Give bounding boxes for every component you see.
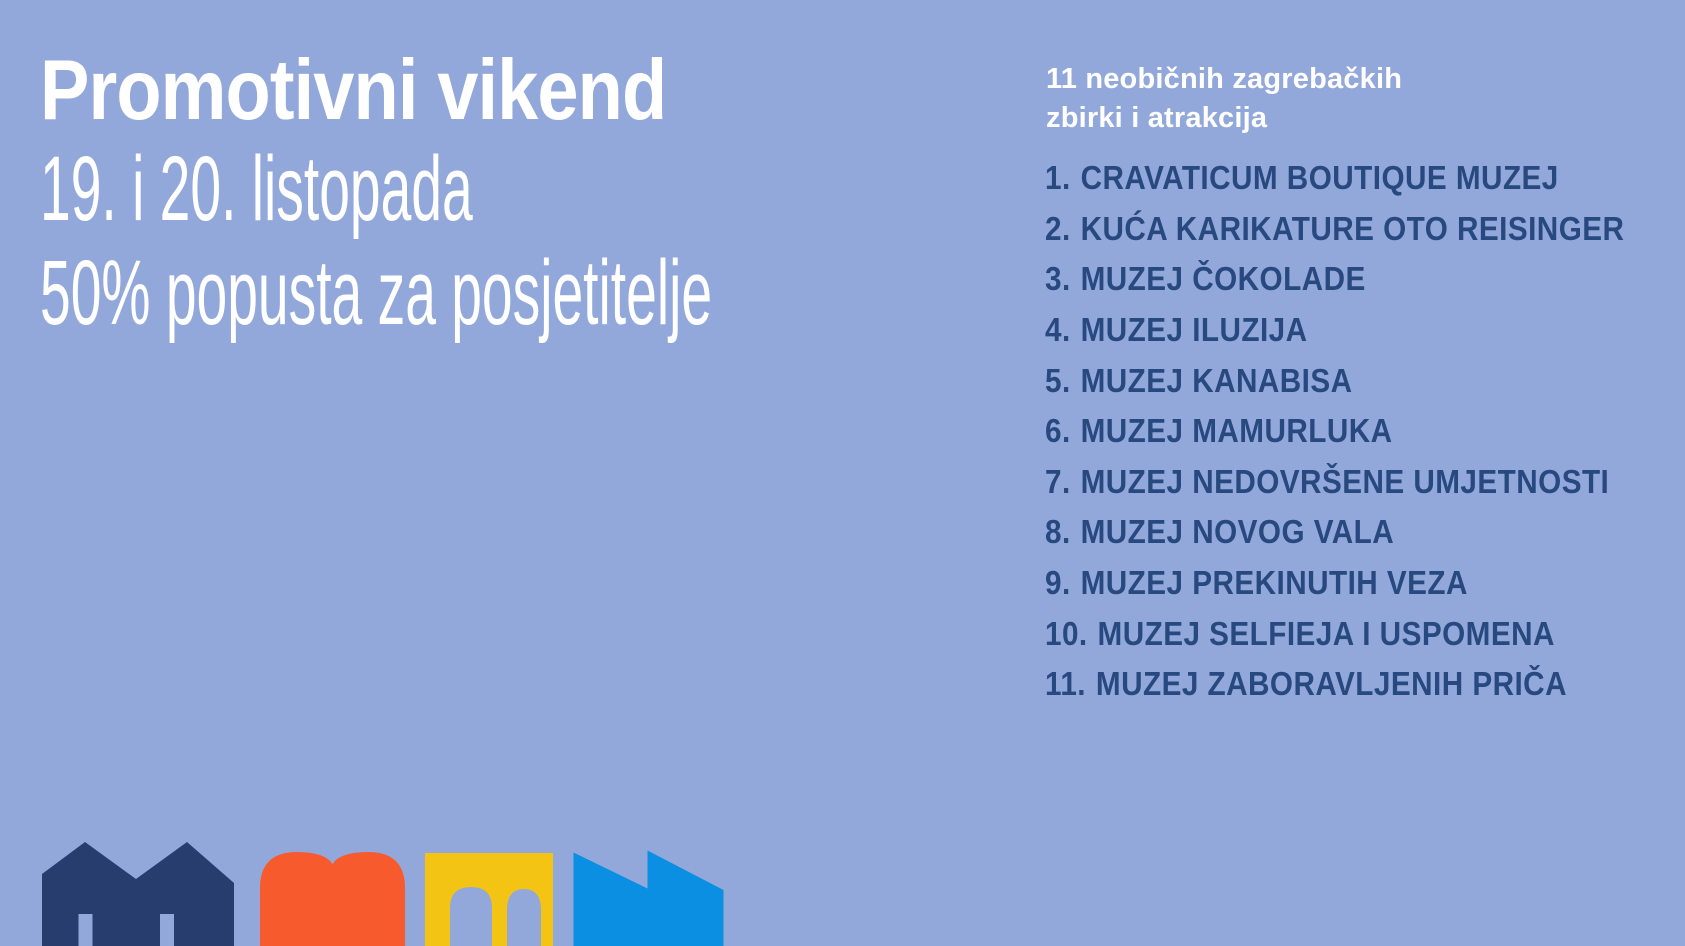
list-item-number: 11.: [1045, 665, 1087, 703]
house-window-icon: [160, 914, 174, 946]
list-item-name: MUZEJ NEDOVRŠENE UMJETNOSTI: [1080, 462, 1610, 500]
list-item-name: CRAVATICUM BOUTIQUE MUZEJ: [1080, 159, 1559, 197]
list-item-number: 3.: [1045, 260, 1071, 298]
list-item-number: 9.: [1045, 564, 1071, 602]
list-item: 1. CRAVATICUM BOUTIQUE MUZEJ: [1045, 153, 1624, 204]
poster-title: Promotivni vikend: [40, 43, 667, 138]
list-item: 10. MUZEJ SELFIEJA I USPOMENA: [1045, 608, 1624, 659]
list-item: 4. MUZEJ ILUZIJA: [1045, 305, 1624, 356]
list-item-name: MUZEJ KANABISA: [1080, 361, 1353, 399]
list-item: 9. MUZEJ PREKINUTIH VEZA: [1045, 558, 1624, 609]
poster-offer: 50% popusta za posjetitelje: [40, 242, 713, 344]
gate-arch-window-icon: [450, 887, 492, 946]
house-icon: [42, 842, 234, 946]
list-item-number: 10.: [1045, 614, 1088, 652]
list-item: 6. MUZEJ MAMURLUKA: [1045, 406, 1624, 457]
list-item: 5. MUZEJ KANABISA: [1045, 355, 1624, 406]
list-item-name: MUZEJ NOVOG VALA: [1080, 513, 1395, 551]
museums-logo: [42, 842, 724, 946]
list-heading-line1: 11 neobičnih zagrebačkih: [1046, 63, 1403, 95]
gate-arch-window-icon: [507, 889, 541, 946]
list-item-number: 5.: [1045, 361, 1071, 399]
list-item: 7. MUZEJ NEDOVRŠENE UMJETNOSTI: [1045, 457, 1624, 508]
list-item-number: 4.: [1045, 311, 1071, 349]
museum-list: 1. CRAVATICUM BOUTIQUE MUZEJ 2. KUĆA KARIKA…: [1045, 153, 1685, 710]
list-heading-line2: zbirki i atrakcija: [1046, 102, 1268, 134]
list-item: 2. KUĆA KARIKATURE OTO REISINGER: [1045, 204, 1624, 255]
list-item-name: MUZEJ ILUZIJA: [1080, 311, 1308, 349]
list-item-number: 1.: [1045, 159, 1071, 197]
house-window-icon: [78, 914, 93, 946]
twin-arches-icon: [260, 852, 405, 946]
list-item-number: 2.: [1045, 209, 1071, 247]
list-item-name: MUZEJ MAMURLUKA: [1080, 412, 1393, 450]
list-item: 11. MUZEJ ZABORAVLJENIH PRIČA: [1045, 659, 1624, 710]
factory-icon: [573, 850, 724, 946]
list-item-name: MUZEJ ČOKOLADE: [1080, 260, 1366, 298]
list-heading: 11 neobičnih zagrebačkih zbirki i atrakc…: [1046, 60, 1402, 138]
list-item-number: 6.: [1045, 412, 1071, 450]
list-item-name: MUZEJ PREKINUTIH VEZA: [1080, 564, 1468, 602]
list-item-number: 8.: [1045, 513, 1071, 551]
list-item: 3. MUZEJ ČOKOLADE: [1045, 254, 1624, 305]
list-item-number: 7.: [1045, 462, 1071, 500]
poster-dates: 19. i 20. listopada: [40, 138, 473, 240]
list-item-name: KUĆA KARIKATURE OTO REISINGER: [1080, 209, 1625, 247]
list-item: 8. MUZEJ NOVOG VALA: [1045, 507, 1624, 558]
list-item-name: MUZEJ ZABORAVLJENIH PRIČA: [1095, 665, 1567, 703]
list-item-name: MUZEJ SELFIEJA I USPOMENA: [1097, 614, 1555, 652]
